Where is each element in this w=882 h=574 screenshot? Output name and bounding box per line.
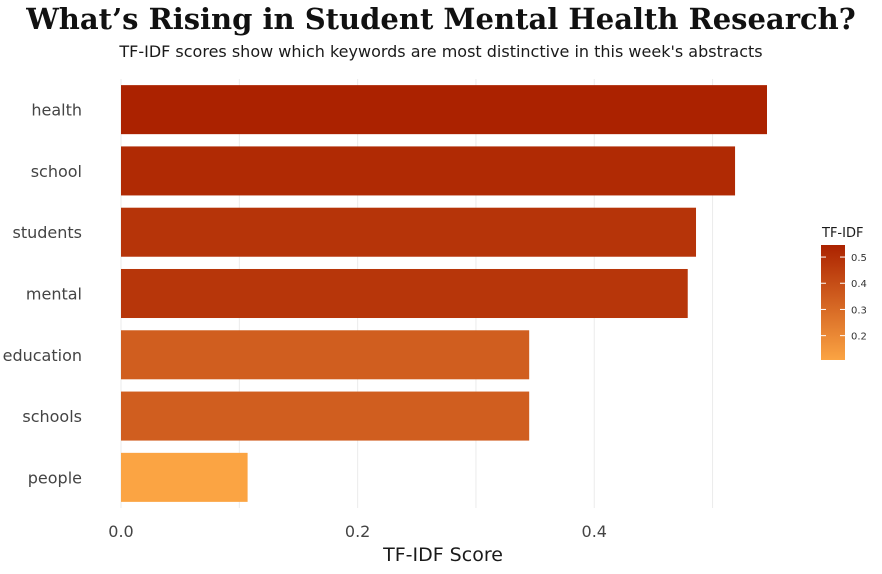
x-axis-title: TF-IDF Score bbox=[382, 544, 503, 566]
bar-school bbox=[121, 146, 736, 196]
category-label-health: health bbox=[31, 101, 82, 120]
category-label-school: school bbox=[31, 162, 82, 181]
legend-tick-label: 0.5 bbox=[851, 253, 867, 264]
legend-tick-label: 0.2 bbox=[851, 332, 867, 343]
chart-title: What’s Rising in Student Mental Health R… bbox=[26, 2, 856, 36]
x-axis-ticks: 0.0 0.2 0.4 bbox=[108, 522, 607, 541]
category-label-mental: mental bbox=[26, 285, 82, 304]
bar-people bbox=[121, 452, 248, 502]
legend-title: TF-IDF bbox=[821, 226, 863, 241]
color-legend: TF-IDF 0.5 0.4 0.3 0.2 bbox=[821, 226, 867, 360]
category-label-education: education bbox=[3, 346, 82, 365]
category-label-people: people bbox=[28, 468, 82, 487]
category-labels: health school students mental education schoo… bbox=[3, 101, 82, 488]
chart-subtitle: TF-IDF scores show which keywords are mo… bbox=[119, 42, 763, 61]
bar-students bbox=[121, 207, 697, 257]
x-tick-label: 0.0 bbox=[108, 522, 133, 541]
bar-education bbox=[121, 330, 530, 380]
x-tick-label: 0.4 bbox=[582, 522, 607, 541]
bar-health bbox=[121, 85, 767, 135]
legend-ticks: 0.5 0.4 0.3 0.2 bbox=[821, 253, 867, 343]
bars bbox=[121, 85, 767, 502]
category-label-schools: schools bbox=[22, 407, 82, 426]
legend-colorbar bbox=[821, 245, 845, 360]
x-tick-label: 0.2 bbox=[345, 522, 370, 541]
legend-tick-label: 0.3 bbox=[851, 305, 867, 316]
bar-mental bbox=[121, 268, 688, 319]
legend-tick-label: 0.4 bbox=[851, 279, 867, 290]
category-label-students: students bbox=[13, 223, 83, 242]
bar-schools bbox=[121, 391, 530, 441]
